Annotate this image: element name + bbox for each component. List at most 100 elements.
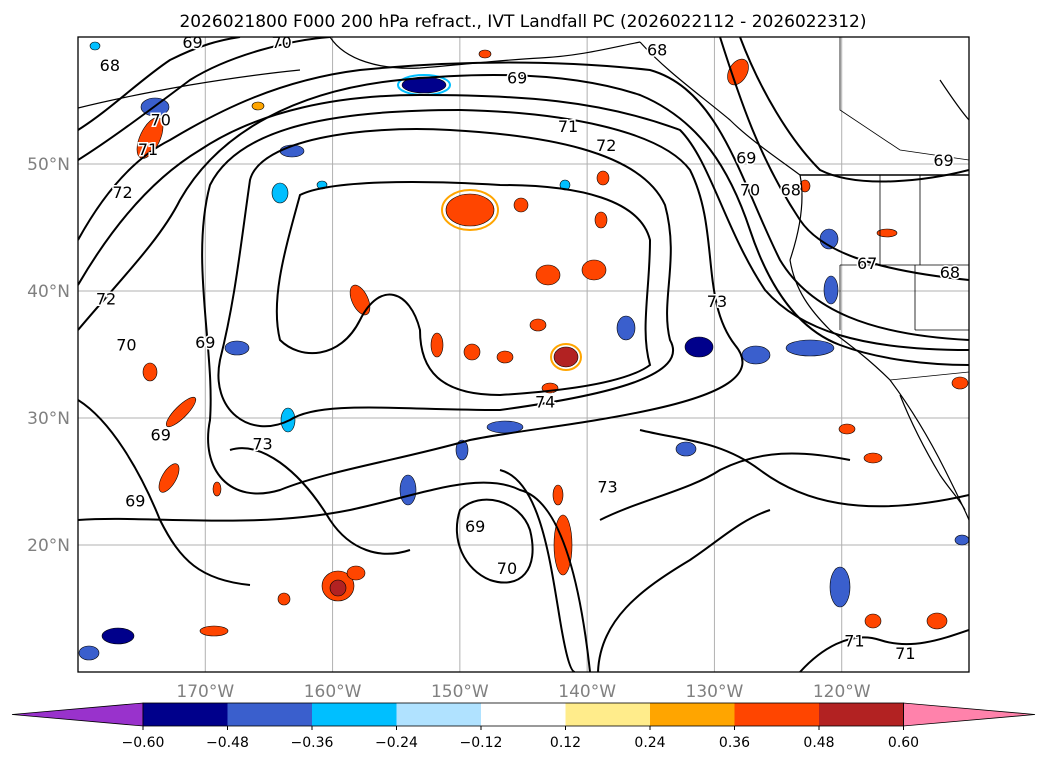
contour-line (201, 108, 744, 495)
positive-patch (199, 625, 229, 637)
contour-line (217, 128, 674, 428)
positive-patch (346, 565, 366, 581)
colorbar-extend-max (903, 702, 1036, 727)
contour-value-label: 71 (558, 117, 578, 136)
anomaly-shading (78, 41, 969, 661)
lake-outline (939, 79, 969, 121)
positive-patch (441, 189, 499, 231)
longitude-tick-labels: 170°W 160°W 150°W 140°W 130°W 120°W (176, 682, 870, 702)
contour-value-label: 69 (182, 33, 202, 52)
longitude-label: 130°W (686, 682, 744, 702)
positive-patch (550, 343, 582, 371)
positive-patch (529, 318, 547, 332)
colorbar-tick-label: −0.48 (206, 735, 249, 751)
contour-value-label: 68 (647, 41, 667, 60)
positive-patch (329, 579, 347, 597)
negative-patch (684, 336, 714, 358)
latitude-label: 20°N (27, 536, 70, 556)
latitude-tick-labels: 20°N 30°N 40°N 50°N (27, 155, 70, 556)
contour-value-label: 73 (252, 434, 272, 453)
contour-value-label: 70 (497, 559, 517, 578)
contour-value-label: 70 (116, 335, 136, 354)
contour-line (597, 509, 771, 672)
colorbar-segment (143, 703, 228, 726)
positive-patch (158, 463, 180, 493)
positive-patch (535, 264, 561, 286)
positive-patch (349, 284, 371, 316)
positive-patch (142, 362, 158, 382)
contour-line (78, 37, 331, 161)
negative-patch (89, 41, 101, 51)
alaska-panhandle (639, 41, 803, 261)
contour-value-label: 72 (96, 290, 116, 309)
negative-patch (954, 534, 969, 546)
negative-patch (101, 627, 135, 645)
aleutian-islands (78, 69, 301, 109)
contour-value-label: 74 (535, 392, 555, 411)
colorbar-segment (565, 703, 650, 726)
figure-title: 2026021800 F000 200 hPa refract., IVT La… (179, 12, 866, 32)
contour-value-label: 70 (740, 180, 760, 199)
contour-value-label: 68 (940, 263, 960, 282)
contour-line (599, 452, 851, 521)
contour-value-label: 70 (151, 111, 171, 130)
colorbar-frame (142, 702, 904, 727)
colorbar-tick-label: 0.48 (803, 735, 834, 751)
positive-patch (251, 101, 265, 111)
negative-patch (741, 345, 771, 365)
negative-patch (675, 441, 697, 457)
contour-line (739, 37, 969, 183)
positive-patch (876, 228, 898, 238)
contour-line (639, 429, 969, 508)
alaska-coast (329, 37, 641, 69)
positive-patch (212, 481, 222, 497)
positive-patch (864, 613, 882, 629)
contour-value-label: 70 (271, 33, 291, 52)
positive-patch (463, 343, 481, 361)
contour-value-label: 72 (596, 136, 616, 155)
contour-line (229, 447, 411, 555)
positive-patch (277, 592, 291, 606)
negative-patch (785, 339, 835, 357)
contour-value-label: 71 (844, 631, 864, 650)
colorbar-tick-label: −0.60 (122, 735, 165, 751)
positive-patch (581, 259, 607, 281)
contour-line (78, 481, 591, 672)
colorbar-tick-label: 0.24 (634, 735, 665, 751)
colorbar-segment (819, 703, 904, 726)
contour-value-label: 67 (857, 254, 877, 273)
positive-patch (553, 514, 573, 576)
contour-value-label: 72 (112, 183, 132, 202)
colorbar-segment (734, 703, 819, 726)
longitude-label: 150°W (431, 682, 489, 702)
baja-california (899, 394, 966, 511)
positive-patch (553, 346, 579, 368)
colorbar-tick-label: 0.12 (550, 735, 581, 751)
contour-line (78, 93, 969, 351)
contour-value-label: 73 (597, 478, 617, 497)
negative-patch (616, 315, 636, 341)
contour-value-label: 71 (895, 644, 915, 663)
negative-patch (271, 182, 289, 204)
colorbar-tick-label: −0.12 (460, 735, 503, 751)
contour-value-label: 69 (195, 333, 215, 352)
contour-value-label: 69 (507, 69, 527, 88)
negative-patch (829, 566, 851, 608)
positive-patch (430, 332, 444, 358)
contour-line (275, 181, 652, 397)
contour-value-label: 68 (100, 56, 120, 75)
contour-value-label: 69 (465, 517, 485, 536)
negative-patch (399, 474, 417, 506)
positive-patch (552, 484, 564, 506)
positive-patch (513, 197, 529, 213)
positive-patch (838, 423, 856, 435)
longitude-label: 140°W (558, 682, 616, 702)
colorbar: −0.60 −0.48 −0.36 −0.24 −0.12 0.12 0.24 0.36 0.4… (11, 702, 1036, 751)
colorbar-tick-label: −0.36 (291, 735, 334, 751)
contour-value-label: 69 (125, 492, 145, 511)
contour-value-label: 69 (933, 151, 953, 170)
positive-patch (594, 211, 608, 229)
contour-line (78, 61, 969, 341)
positive-patch (478, 49, 492, 59)
positive-patch (596, 170, 610, 186)
